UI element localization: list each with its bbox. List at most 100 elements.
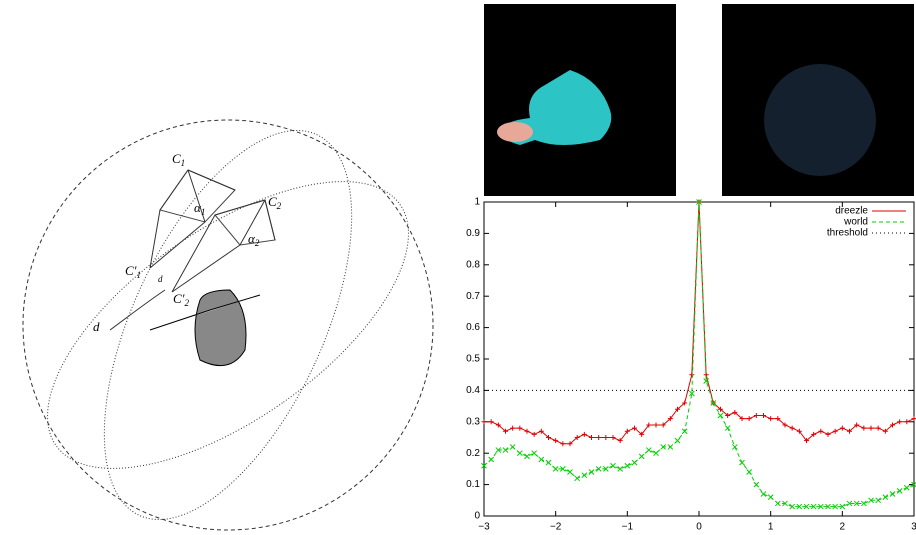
marker — [517, 451, 522, 456]
marker — [596, 466, 601, 471]
x-tick-label: −2 — [550, 522, 562, 533]
marker — [517, 426, 522, 431]
y-tick-label: 0 — [474, 511, 480, 522]
marker — [897, 488, 902, 493]
marker — [790, 504, 795, 509]
marker — [833, 429, 838, 434]
marker — [596, 435, 601, 440]
marker — [775, 501, 780, 506]
marker — [611, 435, 616, 440]
marker — [747, 416, 752, 421]
label-main: d — [158, 274, 163, 284]
series-line — [484, 202, 914, 507]
marker — [489, 457, 494, 462]
marker — [510, 444, 515, 449]
camera — [172, 200, 275, 292]
marker — [768, 495, 773, 500]
marker — [510, 426, 515, 431]
diagram-label: d — [158, 274, 163, 284]
marker — [740, 460, 745, 465]
y-tick-label: 0.8 — [466, 259, 480, 270]
marker — [639, 454, 644, 459]
marker — [532, 432, 537, 437]
diagram-label: d — [93, 319, 100, 334]
marker — [747, 470, 752, 475]
marker — [589, 435, 594, 440]
marker — [625, 463, 630, 468]
x-tick-label: 1 — [768, 522, 774, 533]
marker — [904, 419, 909, 424]
label-sub: 1 — [181, 158, 186, 168]
y-tick-label: 0.5 — [466, 354, 480, 365]
thumbnails — [484, 4, 914, 196]
marker — [668, 444, 673, 449]
marker — [568, 470, 573, 475]
diagram-label: α2 — [248, 231, 260, 248]
label-main: C — [172, 151, 181, 166]
plot-frame — [484, 202, 914, 516]
marker — [482, 419, 487, 424]
marker — [525, 454, 530, 459]
marker — [611, 463, 616, 468]
figure: C1 C2 α1 α2 C′1 C′2 d d 00.10.20.30.40.5… — [0, 0, 916, 535]
marker — [754, 413, 759, 418]
diagram-label: C′2 — [173, 291, 190, 308]
x-tick-label: 2 — [840, 522, 846, 533]
diagram-label: C2 — [268, 194, 282, 211]
y-tick-label: 0.6 — [466, 322, 480, 333]
character — [497, 122, 533, 142]
marker — [725, 426, 730, 431]
marker — [582, 473, 587, 478]
y-tick-label: 0.3 — [466, 416, 480, 427]
marker — [575, 476, 580, 481]
marker — [525, 429, 530, 434]
label-main: d — [93, 319, 100, 334]
page: {"diagram":{"labels":[ {"main":"C","sub"… — [0, 0, 916, 535]
marker — [890, 492, 895, 497]
marker — [876, 426, 881, 431]
label-sub: 2 — [255, 238, 260, 248]
marker — [876, 498, 881, 503]
label-sub: 1 — [201, 207, 206, 217]
marker — [732, 444, 737, 449]
y-tick-label: 0.1 — [466, 479, 480, 490]
y-tick-label: 0.4 — [466, 385, 480, 396]
marker — [768, 416, 773, 421]
marker — [861, 501, 866, 506]
marker — [675, 438, 680, 443]
marker — [546, 460, 551, 465]
x-tick-label: −1 — [622, 522, 634, 533]
marker — [761, 492, 766, 497]
x-tick-label: −3 — [478, 522, 490, 533]
marker — [654, 422, 659, 427]
marker — [553, 466, 558, 471]
marker — [904, 485, 909, 490]
world — [764, 64, 876, 176]
model — [150, 290, 260, 366]
y-tick-label: 1 — [474, 197, 480, 208]
marker — [532, 451, 537, 456]
marker — [654, 451, 659, 456]
legend-label: threshold — [827, 228, 868, 239]
marker — [646, 448, 651, 453]
marker — [618, 466, 623, 471]
diagram-label: C′1 — [125, 263, 141, 280]
marker — [897, 419, 902, 424]
marker — [790, 426, 795, 431]
marker — [589, 470, 594, 475]
label-sub: 1 — [137, 270, 142, 280]
marker — [582, 432, 587, 437]
label-sub: 2 — [277, 201, 282, 211]
marker — [861, 426, 866, 431]
x-tick-label: 0 — [696, 522, 702, 533]
label-main: C — [268, 194, 277, 209]
marker — [560, 441, 565, 446]
marker — [883, 495, 888, 500]
marker — [840, 426, 845, 431]
marker — [603, 435, 608, 440]
marker — [869, 426, 874, 431]
distance-arc — [110, 290, 165, 330]
marker — [503, 448, 508, 453]
marker — [553, 438, 558, 443]
camera — [215, 200, 275, 245]
